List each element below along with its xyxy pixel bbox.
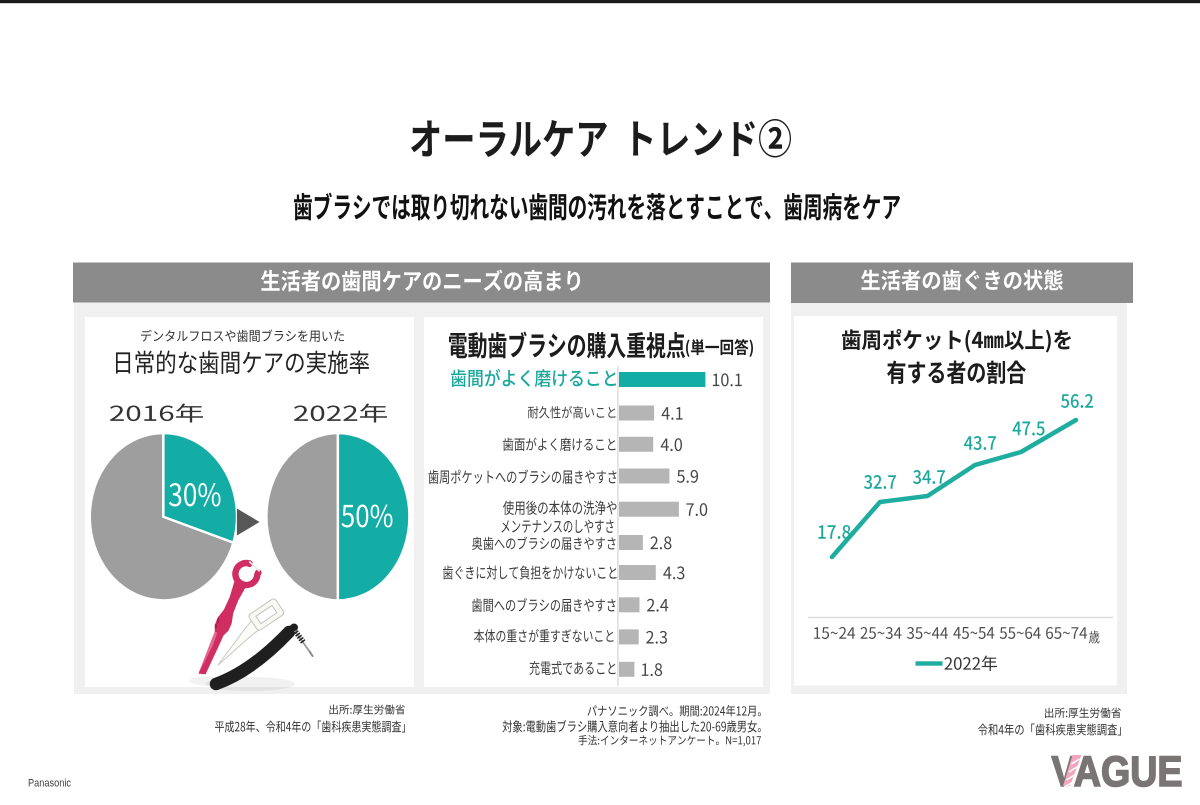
svg-text:Panasonic: Panasonic — [28, 778, 71, 790]
